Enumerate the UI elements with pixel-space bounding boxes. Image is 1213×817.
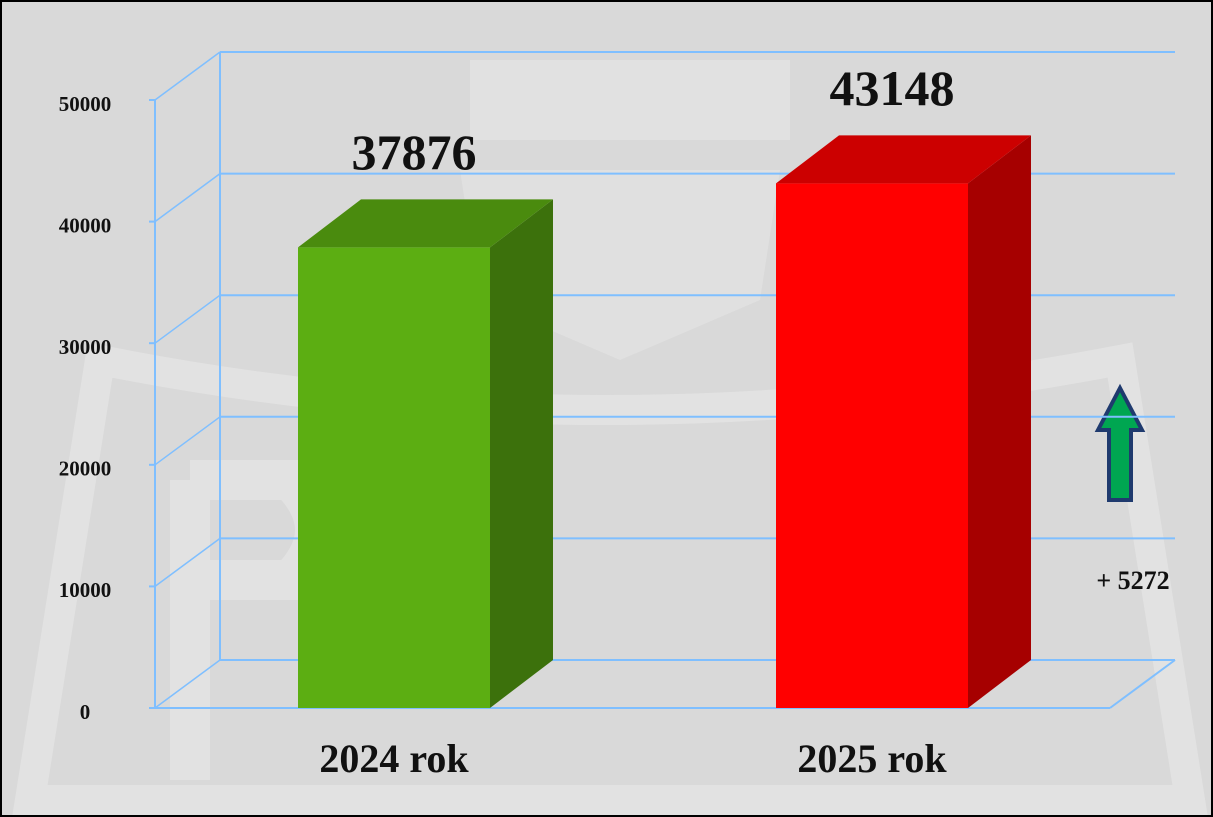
y-tick-label: 30000 [59, 335, 112, 359]
y-tick-label: 50000 [59, 92, 112, 116]
y-tick-label: 40000 [59, 213, 112, 237]
bar-side [490, 199, 553, 708]
x-tick-label: 2025 rok [797, 736, 947, 781]
bar-front [776, 183, 968, 708]
crest-band [470, 60, 790, 140]
y-tick-label: 10000 [59, 578, 112, 602]
page: 0 10000 20000 30000 40000 50000 2024 rok 37876 2… [0, 0, 1213, 817]
bar-side [968, 135, 1031, 708]
chart: 0 10000 20000 30000 40000 50000 2024 rok 37876 2… [0, 0, 1213, 817]
bar-front [298, 247, 490, 708]
y-tick-label: 0 [80, 700, 91, 724]
annotation: + 5272 [1096, 566, 1169, 595]
y-tick-label: 20000 [59, 457, 112, 481]
x-tick-label: 2024 rok [319, 736, 469, 781]
value-label: 43148 [830, 60, 955, 116]
value-label: 37876 [352, 124, 477, 180]
